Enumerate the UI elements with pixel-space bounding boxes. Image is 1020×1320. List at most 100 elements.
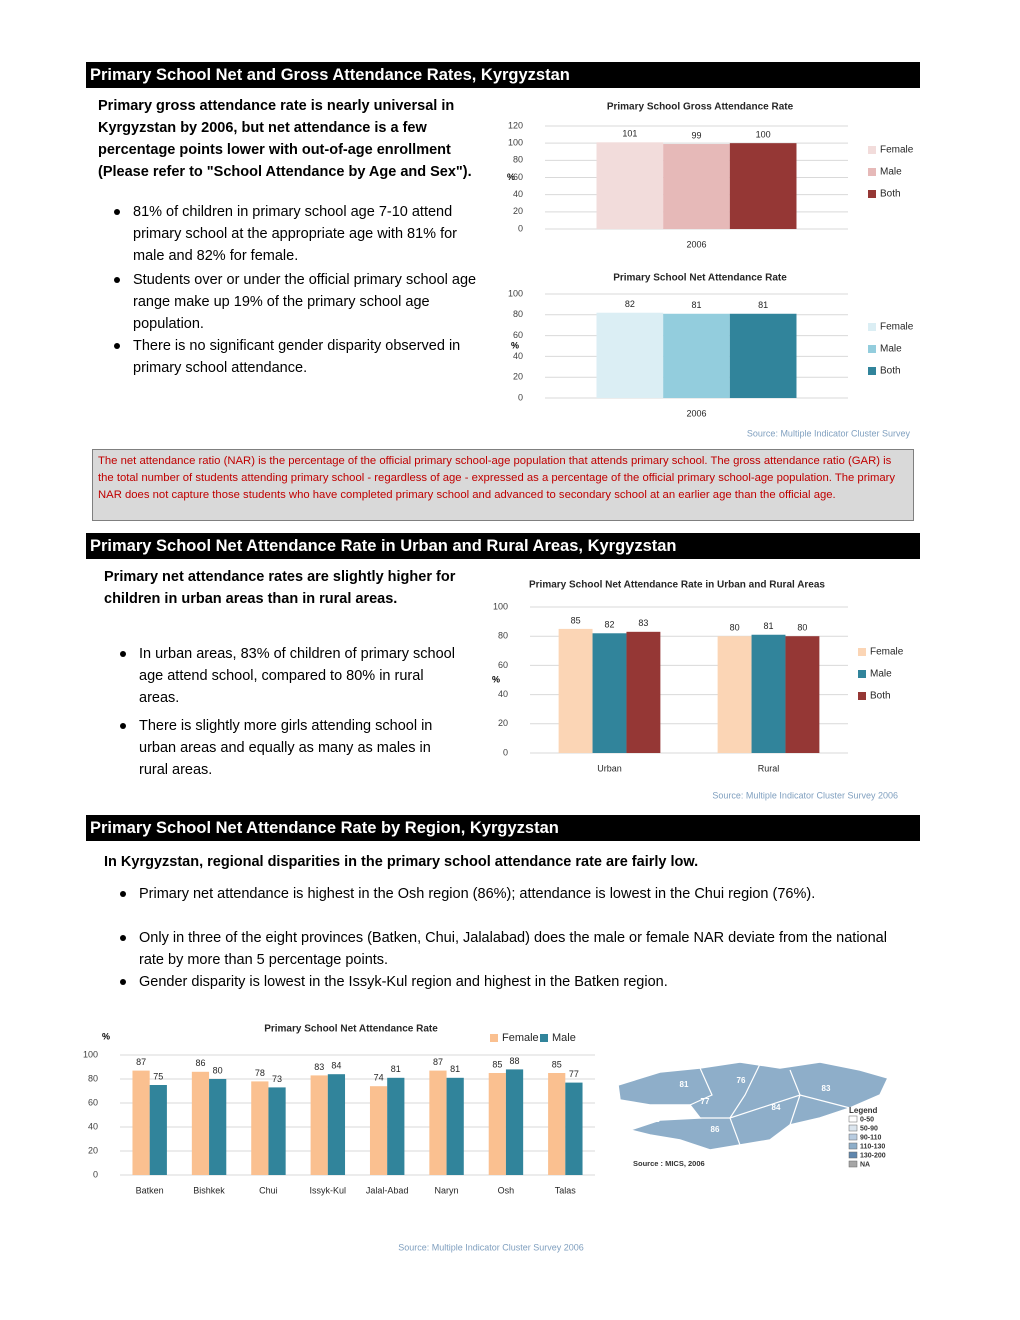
- bar: [592, 633, 627, 753]
- lead-text: Primary net attendance rates are slightl…: [104, 569, 456, 607]
- bar: [505, 1069, 524, 1175]
- y-tick-label: 80: [498, 631, 508, 641]
- y-axis-label: %: [492, 674, 500, 684]
- map-legend-label: 130-200: [860, 1152, 886, 1159]
- map-shape: [617, 1061, 890, 1151]
- data-label: 101: [622, 129, 637, 139]
- bar: [251, 1081, 269, 1175]
- data-label: 80: [213, 1065, 223, 1075]
- map-legend-swatch: [848, 1151, 858, 1159]
- y-tick-label: 60: [88, 1097, 98, 1107]
- y-tick-label: 60: [498, 660, 508, 670]
- map-legend-label: NA: [860, 1161, 870, 1168]
- data-label: 77: [569, 1069, 579, 1079]
- legend-label: Female: [880, 145, 914, 156]
- map-legend-swatch: [848, 1115, 858, 1123]
- bar: [446, 1077, 464, 1175]
- bar: [729, 143, 797, 229]
- bar: [626, 631, 661, 753]
- map-region-value: 76: [737, 1076, 746, 1085]
- data-label: 81: [450, 1064, 460, 1074]
- y-tick-label: 40: [513, 189, 523, 199]
- y-tick-label: 60: [513, 172, 523, 182]
- bar: [751, 634, 786, 753]
- map-region-value: 81: [651, 1115, 660, 1124]
- data-label: 73: [272, 1074, 282, 1084]
- map-legend-label: 110-130: [860, 1143, 885, 1150]
- chart-title: Primary School Net Attendance Rate: [264, 1024, 438, 1035]
- x-tick-label: 2006: [686, 239, 706, 249]
- bullet: In urban areas, 83% of children of prima…: [120, 643, 459, 709]
- map-borders: [689, 1067, 713, 1106]
- map-region-value: 77: [701, 1097, 710, 1106]
- bar: [663, 313, 730, 398]
- bar: [565, 1082, 583, 1175]
- y-tick-label: 80: [88, 1073, 98, 1083]
- bullet: Gender disparity is lowest in the Issyk-…: [120, 971, 909, 993]
- x-tick-label: 2006: [686, 408, 706, 418]
- data-label: 80: [730, 623, 740, 633]
- y-tick-label: 100: [508, 288, 523, 298]
- legend-label: Male: [552, 1032, 576, 1044]
- bar: [191, 1071, 210, 1175]
- x-tick-label: Naryn: [435, 1185, 459, 1195]
- data-label: 100: [756, 130, 771, 140]
- y-tick-label: 100: [508, 138, 523, 148]
- data-label: 99: [691, 130, 701, 140]
- chart-title: Primary School Net Attendance Rate in Ur…: [529, 580, 825, 591]
- section-title: Primary School Net and Gross Attendance …: [86, 62, 920, 88]
- lead-text: Primary gross attendance rate is nearly …: [98, 98, 472, 180]
- legend-swatch: [858, 648, 866, 656]
- data-label: 83: [638, 618, 648, 628]
- bar: [310, 1075, 328, 1175]
- legend-label: Male: [880, 167, 902, 178]
- y-tick-label: 20: [88, 1145, 98, 1155]
- y-tick-label: 20: [498, 718, 508, 728]
- legend-label: Female: [502, 1032, 539, 1044]
- y-tick-label: 0: [93, 1169, 98, 1179]
- data-label: 78: [255, 1068, 265, 1078]
- x-tick-label: Urban: [597, 763, 622, 773]
- bullet: Primary net attendance is highest in the…: [120, 883, 919, 905]
- legend-swatch: [540, 1034, 548, 1042]
- y-tick-label: 80: [513, 155, 523, 165]
- legend-swatch: [490, 1034, 498, 1042]
- x-tick-label: Osh: [498, 1185, 515, 1195]
- legend-swatch: [868, 190, 876, 198]
- bar: [369, 1086, 388, 1175]
- data-label: 87: [136, 1057, 146, 1067]
- map-legend-label: 0-50: [860, 1116, 874, 1123]
- bar: [663, 144, 730, 229]
- legend-label: Male: [880, 344, 902, 355]
- legend-swatch: [868, 345, 876, 353]
- definition-note: The net attendance ratio (NAR) is the pe…: [92, 449, 914, 521]
- lead-text: In Kyrgyzstan, regional disparities in t…: [104, 854, 699, 870]
- legend-swatch: [858, 670, 866, 678]
- bullet: There is no significant gender disparity…: [114, 335, 493, 379]
- map-region-value: 83: [822, 1084, 831, 1093]
- map-legend-label: 50-90: [860, 1125, 878, 1132]
- data-label: 87: [433, 1057, 443, 1067]
- bullet: There is slightly more girls attending s…: [120, 715, 449, 781]
- bullet: Students over or under the official prim…: [114, 269, 483, 335]
- y-tick-label: 20: [513, 206, 523, 216]
- source-note: Source: Multiple Indicator Cluster Surve…: [747, 428, 911, 438]
- bar: [429, 1070, 447, 1175]
- legend-swatch: [868, 367, 876, 375]
- y-tick-label: 0: [503, 747, 508, 757]
- legend-label: Both: [870, 691, 891, 702]
- x-tick-label: Issyk-Kul: [310, 1185, 347, 1195]
- bar: [149, 1085, 167, 1175]
- data-label: 81: [691, 300, 701, 310]
- section-title: Primary School Net Attendance Rate in Ur…: [86, 533, 920, 559]
- bar: [596, 312, 664, 398]
- y-axis-label: %: [511, 340, 519, 350]
- data-label: 74: [374, 1073, 384, 1083]
- bar: [327, 1074, 346, 1175]
- map-legend-swatch: [848, 1124, 858, 1132]
- y-tick-label: 40: [88, 1121, 98, 1131]
- map-legend-label: 90-110: [860, 1134, 882, 1141]
- legend-swatch: [868, 146, 876, 154]
